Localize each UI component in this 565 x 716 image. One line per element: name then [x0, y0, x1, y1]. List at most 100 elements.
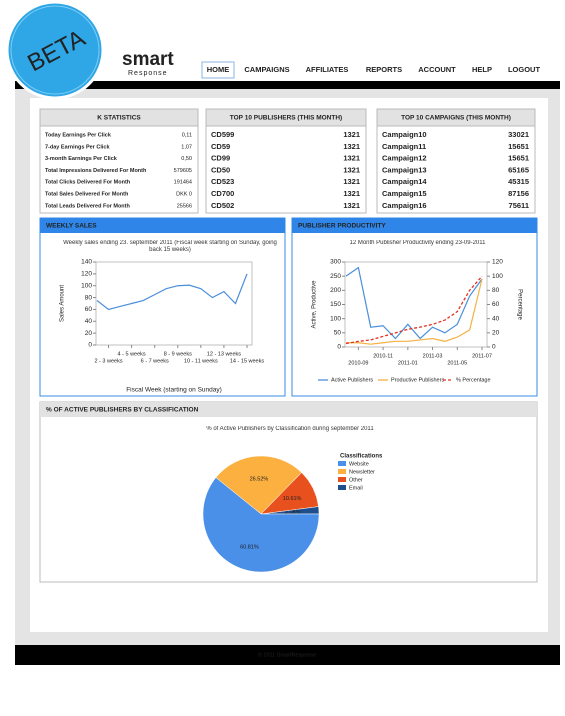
line-series	[345, 275, 483, 345]
y2-tick-label: 20	[492, 330, 500, 337]
line-series	[345, 266, 483, 340]
x-tick-label: 4 - 5 weeks	[118, 351, 146, 357]
pie-slice	[202, 477, 320, 573]
row-value: 191464	[174, 180, 192, 186]
y2-tick-label: 40	[492, 315, 500, 322]
row-value: 25566	[177, 203, 192, 209]
slice-label: 60.81%	[240, 544, 259, 550]
nav-link[interactable]: ACCOUNT	[418, 65, 456, 74]
row-label: Campaign10	[382, 130, 427, 139]
row-value: 1321	[343, 142, 360, 151]
panel-header	[292, 218, 537, 233]
x-tick-label: 12 - 13 weeks	[207, 351, 241, 357]
y-tick-label: 120	[81, 271, 92, 278]
x-tick-label: 2 - 3 weeks	[94, 358, 122, 364]
row-value: 0,50	[181, 156, 192, 162]
y-tick-label: 80	[85, 294, 93, 301]
row-label: Campaign12	[382, 154, 427, 163]
row-value: 33021	[508, 130, 529, 139]
row-value: 1321	[343, 154, 360, 163]
row-label: Campaign15	[382, 189, 427, 198]
chart-title: 12 Month Publisher Productivity ending 2…	[349, 240, 486, 246]
y-tick-label: 50	[334, 330, 342, 337]
slice-label: 2.06%	[285, 509, 301, 515]
x-axis-title: Fiscal Week (starting on Sunday)	[126, 387, 222, 394]
row-value: 1,07	[181, 144, 192, 150]
logo-tagline: Response	[128, 70, 168, 77]
panel-header	[39, 108, 199, 127]
y-tick-label: 60	[85, 306, 93, 313]
panel-header	[376, 108, 536, 127]
legend-swatch	[338, 469, 346, 474]
panel-header	[40, 218, 285, 233]
y-tick-label: 20	[85, 330, 93, 337]
row-label: Campaign13	[382, 165, 427, 174]
legend-label: Website	[349, 461, 369, 467]
nav-link[interactable]: AFFILIATES	[306, 65, 349, 74]
panel-header	[205, 108, 367, 127]
y-tick-label: 100	[81, 282, 92, 289]
x-tick-label: 2010-09	[348, 360, 368, 366]
nav-active	[201, 61, 235, 79]
row-value: 1321	[343, 201, 360, 210]
x-tick-label: 10 - 11 weeks	[184, 358, 218, 364]
x-tick-label: 8 - 9 weeks	[164, 351, 192, 357]
y-tick-label: 0	[88, 342, 92, 349]
legend-label: % Percentage	[456, 377, 491, 383]
row-label: CD523	[211, 177, 234, 186]
slice-label: 26.52%	[250, 477, 269, 483]
footer-text: © 2011 SmartResponse	[258, 651, 316, 658]
nav-link[interactable]: HELP	[472, 65, 492, 74]
nav-link[interactable]: CAMPAIGNS	[244, 65, 289, 74]
legend-label: Active Publishers	[331, 377, 373, 383]
panel-title: PUBLISHER PRODUCTIVITY	[298, 223, 386, 230]
y2-tick-label: 100	[492, 273, 503, 280]
footer-bar	[15, 645, 560, 665]
y2-axis-title: Percentage	[516, 289, 522, 320]
logo-brand: smart	[122, 49, 174, 70]
row-label: CD59	[211, 142, 230, 151]
row-value: 75611	[509, 201, 529, 210]
top-bar	[15, 81, 560, 89]
row-label: Campaign11	[382, 142, 426, 151]
y-tick-label: 0	[337, 344, 341, 351]
row-value: 1321	[343, 177, 360, 186]
row-value: 1321	[343, 130, 360, 139]
row-value: 1321	[343, 165, 360, 174]
row-value: 0,11	[182, 132, 192, 138]
y2-tick-label: 0	[492, 344, 496, 351]
row-label: Total Sales Delivered For Month	[45, 191, 129, 197]
row-value: 15651	[508, 142, 529, 151]
legend-title: Classifications	[340, 454, 383, 460]
row-label: CD50	[211, 165, 230, 174]
row-label: Total Impressions Delivered For Month	[45, 168, 147, 174]
y-tick-label: 150	[330, 301, 341, 308]
x-tick-label: 2010-11	[373, 353, 393, 359]
nav-link[interactable]: REPORTS	[366, 65, 402, 74]
row-label: Campaign16	[382, 201, 427, 210]
y-tick-label: 250	[330, 273, 341, 280]
x-tick-label: 6 - 7 weeks	[141, 358, 169, 364]
x-tick-label: 2011-07	[472, 353, 492, 359]
x-tick-label: 2011-03	[423, 353, 443, 359]
nav-link[interactable]: LOGOUT	[508, 65, 540, 74]
row-value: DKK 0	[176, 191, 192, 197]
legend-label: Other	[349, 477, 363, 483]
panel-title: WEEKLY SALES	[46, 223, 97, 230]
row-value: 15651	[508, 154, 529, 163]
beta-badge-shine	[10, 5, 100, 95]
y2-tick-label: 60	[492, 301, 500, 308]
nav-link[interactable]: HOME	[207, 65, 230, 74]
row-value: 45315	[508, 177, 529, 186]
row-label: CD700	[211, 189, 234, 198]
legend-swatch	[338, 461, 346, 466]
slice-label: 10.61%	[283, 496, 302, 502]
pie-slice	[215, 455, 302, 515]
line-series	[346, 278, 483, 345]
row-label: Total Leads Delivered For Month	[45, 203, 130, 209]
row-label: Total Clicks Delivered For Month	[45, 180, 131, 186]
chart-title-box: Weekly sales ending 23. september 2011 (…	[63, 240, 277, 253]
x-tick-label: 2011-01	[398, 360, 418, 366]
